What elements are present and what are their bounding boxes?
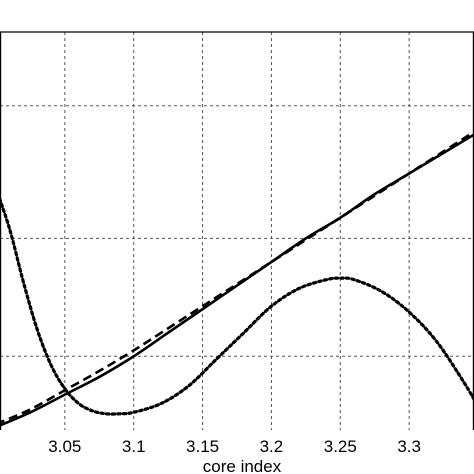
x-tick-label: 3.25: [324, 437, 357, 456]
series-line-solid: [0, 133, 474, 427]
x-tick-label: 3.2: [260, 437, 284, 456]
x-axis-label: core index: [203, 457, 282, 474]
plot-frame: [0, 31, 474, 430]
series-line-dotted: [0, 194, 474, 416]
series-layer: [0, 130, 474, 427]
x-tick-labels: 3.05 3.1 3.15 3.2 3.25 3.3: [48, 437, 421, 456]
series-line-dashed: [0, 130, 474, 424]
x-tick-label: 3.1: [122, 437, 146, 456]
x-tick-label: 3.3: [397, 437, 421, 456]
x-tick-label: 3.15: [186, 437, 219, 456]
x-tick-label: 3.05: [48, 437, 81, 456]
grid-layer: [0, 32, 474, 430]
